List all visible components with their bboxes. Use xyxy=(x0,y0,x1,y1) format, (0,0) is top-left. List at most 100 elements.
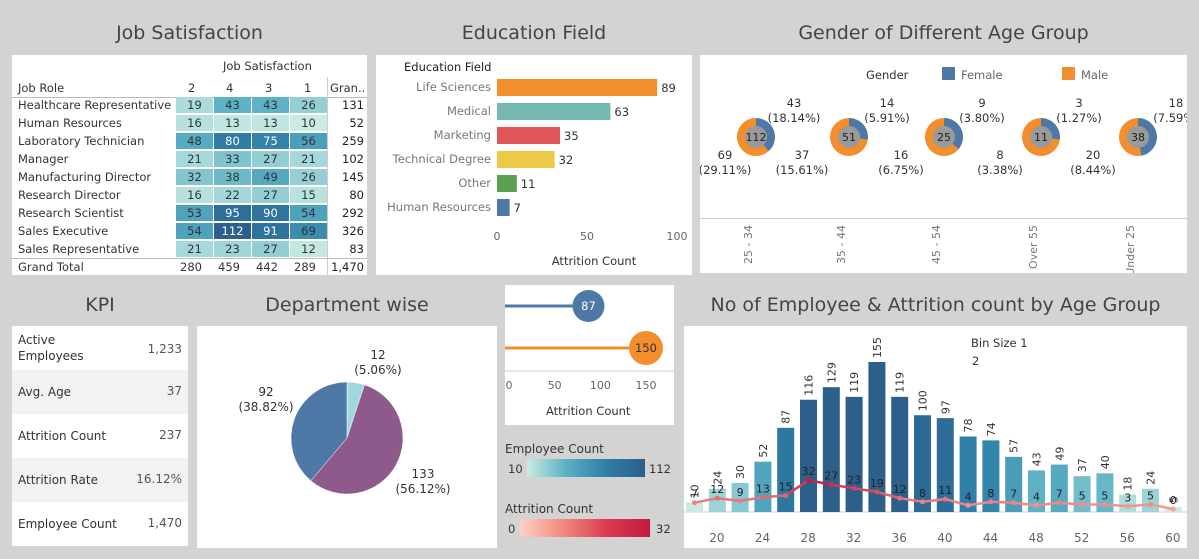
male-value-label: 69 xyxy=(718,148,733,162)
edu-bar-label: 7 xyxy=(514,201,521,215)
attrition-point-label: 23 xyxy=(847,473,861,486)
department-slice xyxy=(310,384,404,495)
js-col-3: 1 xyxy=(304,81,312,95)
js-heat-cell: 27 xyxy=(252,151,289,167)
age-bar xyxy=(982,440,1000,512)
kpi-value: 37 xyxy=(166,384,182,398)
male-pct-label: (15.61%) xyxy=(776,163,829,177)
js-heat-cell: 22 xyxy=(214,187,251,203)
edu-bar-label: 63 xyxy=(614,105,629,119)
pie-center xyxy=(1030,126,1052,148)
gender-attrition-chart: 87 150 0 50 100 150 Attrition Count xyxy=(505,285,674,425)
lollipop-tick: 50 xyxy=(548,379,562,392)
js-table-row: Sales Executive 54 112 91 69 326 xyxy=(12,222,367,240)
edu-category-label: Human Resources xyxy=(387,200,491,214)
department-chart: 12 (5.06%) 133 (56.12%) 92 (38.82%) xyxy=(197,326,497,548)
attrition-point xyxy=(897,495,903,501)
gender-attrition-xlabel: Attrition Count xyxy=(546,404,631,418)
age-bar xyxy=(822,387,840,512)
education-field-title: Education Field xyxy=(461,22,607,44)
kpi-row: Employee Count 1,470 xyxy=(12,502,188,546)
age-bar-label: 74 xyxy=(985,422,998,436)
age-bar xyxy=(1005,456,1023,512)
attrition-point-label: 5 xyxy=(1079,490,1086,503)
attrition-point xyxy=(1079,502,1085,507)
education-field-chart: Education Field Life Sciences 89 Medical 63… xyxy=(376,55,692,275)
age-bar-label: 43 xyxy=(1031,452,1044,466)
js-heat-cell: 23 xyxy=(214,241,251,257)
age-x-tick: 36 xyxy=(892,531,907,545)
js-heat-cell: 27 xyxy=(252,187,289,203)
js-role-label: Laboratory Technician xyxy=(18,134,145,148)
attrition-point xyxy=(1056,500,1062,506)
pie-total-label: 25 xyxy=(937,131,951,144)
js-role-label: Manufacturing Director xyxy=(18,170,152,184)
attrition-point-label: 4 xyxy=(1033,490,1040,503)
js-heat-cell: 90 xyxy=(252,205,289,221)
department-pie: 12(5.06%) 133(56.12%) 92(38.82%) xyxy=(238,348,450,496)
js-total-divider xyxy=(327,77,328,275)
attrition-line-segment xyxy=(1104,503,1128,508)
attrition-point xyxy=(737,498,743,504)
age-x-tick: 40 xyxy=(937,531,952,545)
js-row-total: 145 xyxy=(342,170,364,184)
js-heat-cell: 15 xyxy=(290,187,327,203)
attrition-point xyxy=(942,496,948,502)
js-table-row: Healthcare Representative 19 43 43 26 131 xyxy=(12,96,367,114)
attrition-line-segment xyxy=(739,496,764,503)
js-row-total: 80 xyxy=(349,188,364,202)
pie-total-label: 51 xyxy=(842,131,856,144)
attrition-point-label: 4 xyxy=(965,490,972,503)
js-heat-cell: 54 xyxy=(176,223,213,239)
edu-bar-label: 35 xyxy=(564,129,579,143)
attrition-point-label: 8 xyxy=(919,487,926,500)
attrition-line-segment xyxy=(1036,501,1060,507)
edu-category-label: Technical Degree xyxy=(392,152,491,166)
age-bar xyxy=(777,427,795,512)
lollipop-head xyxy=(629,331,663,365)
female-pct-label: (1.27%) xyxy=(1056,111,1102,125)
js-grand-total-value: 289 xyxy=(294,260,316,274)
age-bar-label: 119 xyxy=(894,372,907,393)
attrition-count-gradient xyxy=(520,519,650,537)
age-bar-label: 97 xyxy=(939,400,952,414)
attrition-point xyxy=(920,499,925,505)
js-column-header: Job Satisfaction xyxy=(223,59,312,73)
kpi-value: 1,233 xyxy=(147,342,182,356)
js-grand-total-label: Grand Total xyxy=(18,260,84,274)
js-role-label: Manager xyxy=(18,152,69,166)
gender-age-chart: Gender Female Male 112 43 (18.14%) 69 (29.11… xyxy=(700,55,1187,273)
employee-count-legend-title: Employee Count xyxy=(505,442,604,456)
male-value-label: 37 xyxy=(795,148,810,162)
attrition-line-segment xyxy=(944,497,969,507)
age-bar xyxy=(1028,470,1045,512)
age-x-tick: 32 xyxy=(846,531,861,545)
pie-center xyxy=(933,126,955,148)
js-heat-cell: 38 xyxy=(214,169,251,185)
age-bar-label: 100 xyxy=(917,390,930,411)
js-role-header: Job Role xyxy=(18,81,65,95)
js-role-label: Research Scientist xyxy=(18,206,124,220)
js-role-label: Healthcare Representative xyxy=(18,98,172,112)
kpi-title: KPI xyxy=(85,294,115,316)
attrition-point-label: 19 xyxy=(870,477,884,490)
age-bar-label: 5 xyxy=(1167,496,1180,503)
attrition-line-segment xyxy=(831,483,855,490)
job-satisfaction-title: Job Satisfaction xyxy=(116,22,263,44)
male-legend-swatch xyxy=(1062,67,1075,80)
attrition-line-segment xyxy=(990,500,1014,504)
male-pct-label: (3.38%) xyxy=(977,163,1023,177)
attrition-point-label: 5 xyxy=(1101,490,1108,503)
kpi-label: Employee Count xyxy=(18,517,117,531)
age-bar xyxy=(959,436,977,512)
attrition-line-segment xyxy=(694,496,718,504)
attrition-point-label: 7 xyxy=(1056,488,1063,501)
js-table-row: Research Director 16 22 27 15 80 xyxy=(12,186,367,204)
age-bar xyxy=(800,399,817,512)
male-pct-label: (6.75%) xyxy=(878,163,924,177)
js-heat-cell: 43 xyxy=(252,97,289,113)
js-role-label: Sales Representative xyxy=(18,242,140,256)
employee-count-gradient xyxy=(527,459,645,477)
attrition-line-segment xyxy=(899,496,923,504)
age-x-tick: 56 xyxy=(1120,531,1135,545)
